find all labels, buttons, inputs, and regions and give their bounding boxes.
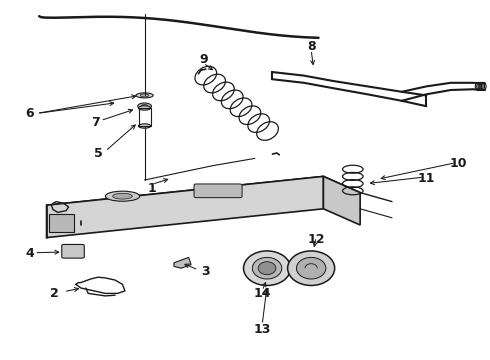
Circle shape <box>288 251 335 285</box>
Text: 12: 12 <box>307 233 325 246</box>
Text: 1: 1 <box>147 183 156 195</box>
Text: 10: 10 <box>449 157 467 170</box>
Polygon shape <box>174 257 191 268</box>
Text: 5: 5 <box>94 147 102 159</box>
Ellipse shape <box>136 93 153 98</box>
Circle shape <box>244 251 291 285</box>
Text: 3: 3 <box>201 265 210 278</box>
Ellipse shape <box>138 103 151 109</box>
FancyBboxPatch shape <box>62 244 84 258</box>
Text: 14: 14 <box>253 287 271 300</box>
Polygon shape <box>47 176 323 238</box>
Ellipse shape <box>141 104 148 108</box>
Text: 2: 2 <box>49 287 58 300</box>
Text: 13: 13 <box>253 323 271 336</box>
FancyBboxPatch shape <box>194 184 242 198</box>
Polygon shape <box>47 176 360 221</box>
Ellipse shape <box>140 94 149 97</box>
Ellipse shape <box>138 124 151 128</box>
Ellipse shape <box>105 191 140 201</box>
Circle shape <box>252 257 282 279</box>
Text: 7: 7 <box>91 116 100 129</box>
Text: 4: 4 <box>25 247 34 260</box>
Polygon shape <box>323 176 360 225</box>
Text: 6: 6 <box>25 107 34 120</box>
Text: 9: 9 <box>199 53 208 66</box>
Text: 8: 8 <box>307 40 316 53</box>
Circle shape <box>296 257 326 279</box>
Ellipse shape <box>113 193 132 199</box>
Text: 11: 11 <box>417 172 435 185</box>
Circle shape <box>258 262 276 275</box>
Ellipse shape <box>138 106 151 110</box>
Bar <box>49 214 74 232</box>
